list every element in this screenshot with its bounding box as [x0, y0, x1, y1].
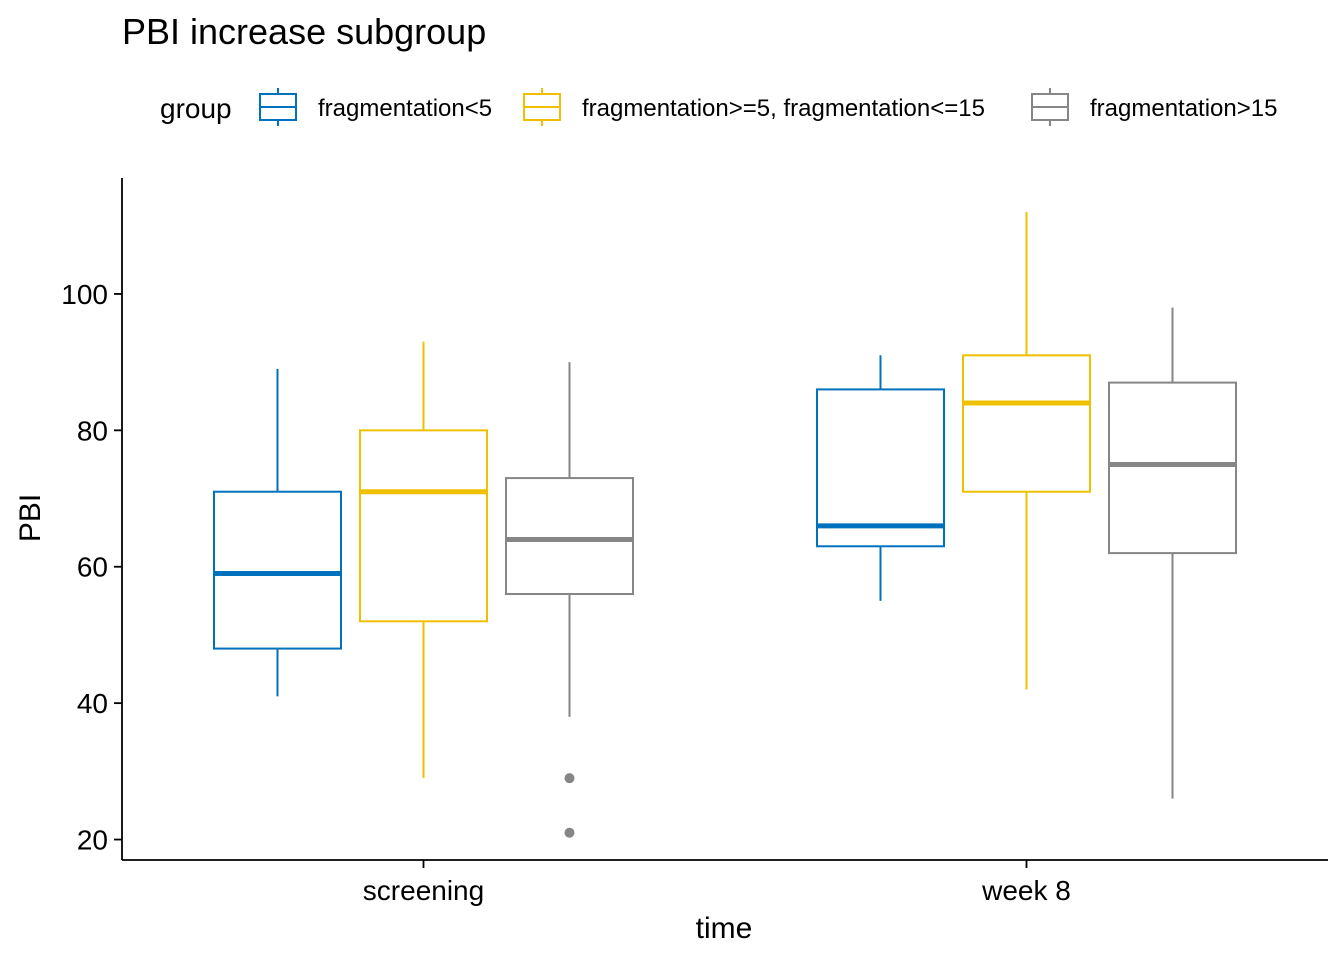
- x-tick-label: week 8: [981, 875, 1071, 906]
- plot-area: 20 40 60 80 100 screening week 8: [61, 178, 1328, 906]
- box-iqr: [359, 429, 488, 623]
- legend-label-0: fragmentation<5: [318, 95, 492, 122]
- legend: group fragmentation<5 fragmentation>=5, f…: [160, 88, 1277, 126]
- box-iqr: [505, 477, 634, 596]
- box-iqr: [1108, 381, 1237, 555]
- box-iqr: [816, 388, 945, 548]
- box-iqr: [213, 490, 342, 650]
- box-iqr: [962, 354, 1091, 493]
- y-tick-label: 40: [77, 688, 108, 719]
- y-tick-label: 60: [77, 552, 108, 583]
- legend-key-1: [523, 88, 561, 126]
- legend-key-0: [259, 88, 297, 126]
- x-tick-label: screening: [363, 875, 484, 906]
- y-axis-title: PBI: [14, 494, 47, 542]
- legend-key-2: [1031, 88, 1069, 126]
- outlier-point: [564, 773, 575, 784]
- y-tick-label: 100: [61, 279, 108, 310]
- box-0-1: [816, 355, 945, 601]
- box-1-1: [962, 212, 1091, 690]
- outlier-point: [564, 827, 575, 838]
- legend-label-1: fragmentation>=5, fragmentation<=15: [582, 95, 985, 122]
- legend-label-2: fragmentation>15: [1090, 95, 1277, 122]
- box-1-0: [359, 341, 488, 779]
- chart-title: PBI increase subgroup: [122, 11, 486, 52]
- x-axis-title: time: [696, 912, 753, 945]
- legend-title: group: [160, 93, 232, 124]
- y-tick-label: 20: [77, 825, 108, 856]
- box-0-0: [213, 368, 342, 697]
- y-tick-label: 80: [77, 415, 108, 446]
- box-2-0: [505, 362, 634, 838]
- box-2-1: [1108, 307, 1237, 799]
